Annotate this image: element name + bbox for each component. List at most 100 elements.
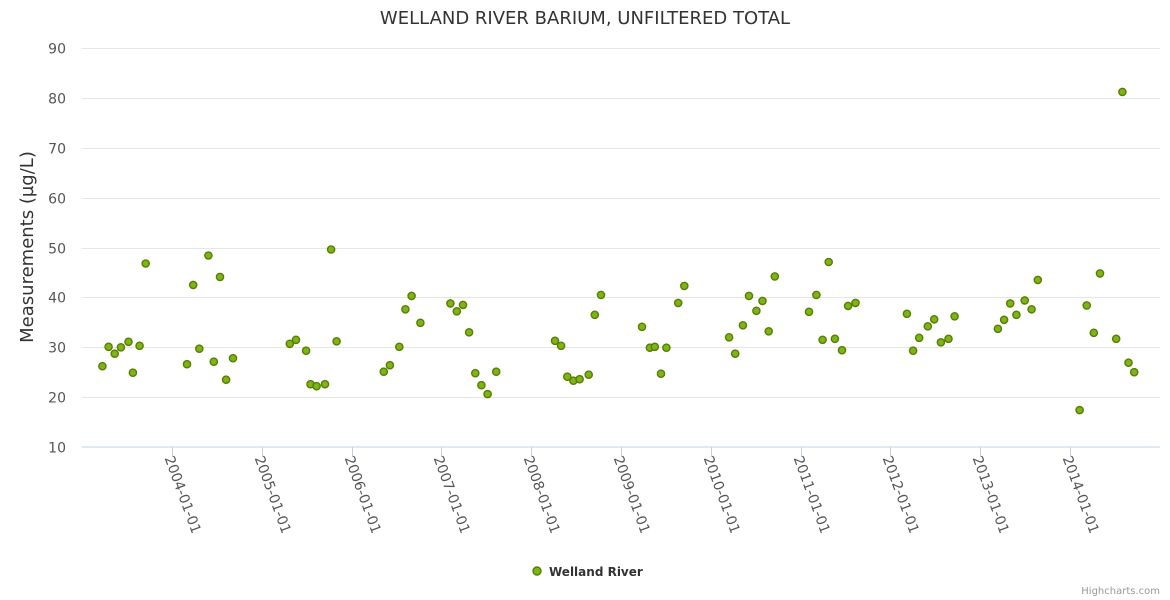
data-point[interactable] xyxy=(824,257,834,267)
data-point[interactable] xyxy=(993,324,1003,334)
data-point[interactable] xyxy=(818,335,827,345)
data-point[interactable] xyxy=(637,322,647,332)
data-point[interactable] xyxy=(730,349,740,359)
data-point[interactable] xyxy=(914,333,924,343)
data-point[interactable] xyxy=(1075,405,1084,415)
data-point[interactable] xyxy=(596,290,606,300)
data-point[interactable] xyxy=(724,332,734,342)
data-point[interactable] xyxy=(650,342,660,352)
data-point[interactable] xyxy=(98,361,107,371)
data-point[interactable] xyxy=(680,281,689,291)
data-point[interactable] xyxy=(1027,304,1036,314)
data-point[interactable] xyxy=(770,272,780,281)
data-point[interactable] xyxy=(837,345,847,355)
data-point[interactable] xyxy=(758,296,767,306)
data-point[interactable] xyxy=(936,337,946,347)
data-point[interactable] xyxy=(1111,334,1121,344)
data-point[interactable] xyxy=(464,327,474,337)
data-point[interactable] xyxy=(458,300,468,310)
data-point[interactable] xyxy=(1033,275,1043,285)
data-point[interactable] xyxy=(379,367,389,377)
y-tick-label: 90 xyxy=(48,42,66,58)
data-point[interactable] xyxy=(1118,87,1127,97)
data-point[interactable] xyxy=(116,342,126,352)
data-point[interactable] xyxy=(204,251,213,260)
data-point[interactable] xyxy=(656,369,666,379)
data-point[interactable] xyxy=(110,349,119,359)
data-point[interactable] xyxy=(332,336,341,346)
data-point[interactable] xyxy=(135,341,144,351)
data-point[interactable] xyxy=(221,375,231,385)
data-point[interactable] xyxy=(215,272,225,282)
data-point[interactable] xyxy=(662,343,671,353)
credits-link[interactable]: Highcharts.com xyxy=(1081,586,1160,597)
data-point[interactable] xyxy=(188,280,198,290)
data-point[interactable] xyxy=(209,357,219,367)
data-point[interactable] xyxy=(556,341,566,351)
data-point[interactable] xyxy=(1082,301,1091,310)
data-point[interactable] xyxy=(575,374,584,384)
data-point[interactable] xyxy=(128,368,138,378)
data-point[interactable] xyxy=(550,336,560,346)
y-tick-label: 10 xyxy=(48,441,66,457)
data-point[interactable] xyxy=(182,359,192,369)
data-point[interactable] xyxy=(590,310,600,320)
data-point[interactable] xyxy=(744,291,754,301)
data-point[interactable] xyxy=(194,344,204,354)
data-point[interactable] xyxy=(830,334,840,344)
data-point[interactable] xyxy=(812,290,821,300)
data-point[interactable] xyxy=(950,311,959,321)
data-points xyxy=(98,87,1139,415)
data-point[interactable] xyxy=(141,259,150,268)
data-point[interactable] xyxy=(764,326,774,336)
data-point[interactable] xyxy=(483,389,492,399)
data-point[interactable] xyxy=(804,307,814,317)
legend-item-welland-river[interactable]: Welland River xyxy=(532,565,643,579)
data-point[interactable] xyxy=(407,291,416,301)
data-point[interactable] xyxy=(1020,296,1029,305)
data-point[interactable] xyxy=(584,370,594,380)
data-point[interactable] xyxy=(320,379,330,389)
data-point[interactable] xyxy=(944,334,953,344)
data-point[interactable] xyxy=(470,368,480,378)
data-point[interactable] xyxy=(491,367,501,377)
data-point[interactable] xyxy=(312,381,321,391)
chart-title: WELLAND RIVER BARIUM, UNFILTERED TOTAL xyxy=(380,8,790,29)
data-point[interactable] xyxy=(752,306,761,316)
data-point[interactable] xyxy=(1012,310,1021,320)
data-point[interactable] xyxy=(124,337,133,347)
data-point[interactable] xyxy=(923,321,933,331)
data-point[interactable] xyxy=(1005,299,1015,308)
legend-marker xyxy=(532,566,542,576)
data-point[interactable] xyxy=(228,353,238,363)
y-axis-label: Measurements (µg/L) xyxy=(17,151,38,343)
data-point[interactable] xyxy=(452,306,462,316)
data-point[interactable] xyxy=(477,380,486,390)
data-point[interactable] xyxy=(843,301,853,311)
data-point[interactable] xyxy=(902,309,912,319)
data-point[interactable] xyxy=(291,335,301,345)
data-point[interactable] xyxy=(401,304,410,314)
data-point[interactable] xyxy=(673,298,683,308)
data-point[interactable] xyxy=(1095,269,1105,278)
data-point[interactable] xyxy=(326,245,336,254)
data-point[interactable] xyxy=(908,346,918,356)
data-point[interactable] xyxy=(738,320,748,330)
y-tick-label: 40 xyxy=(48,291,66,307)
data-point[interactable] xyxy=(385,360,395,370)
data-point[interactable] xyxy=(446,299,455,308)
data-point[interactable] xyxy=(394,342,404,352)
data-point[interactable] xyxy=(851,298,860,308)
data-point[interactable] xyxy=(929,314,939,324)
data-point[interactable] xyxy=(563,372,572,382)
data-point[interactable] xyxy=(1089,328,1099,338)
data-point[interactable] xyxy=(416,318,425,328)
data-point[interactable] xyxy=(1129,367,1139,377)
data-point[interactable] xyxy=(285,339,295,349)
data-point[interactable] xyxy=(301,346,311,356)
data-point[interactable] xyxy=(1124,358,1133,368)
data-point[interactable] xyxy=(104,342,113,352)
data-point[interactable] xyxy=(999,315,1009,325)
